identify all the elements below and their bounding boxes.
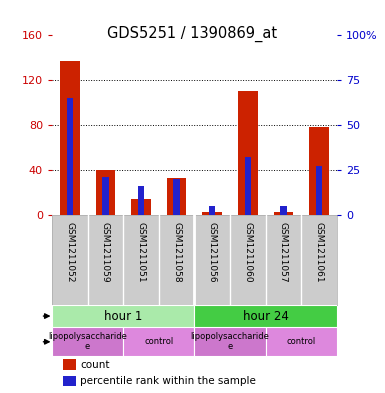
Bar — [167, 178, 186, 215]
Bar — [238, 92, 258, 215]
Text: GDS5251 / 1390869_at: GDS5251 / 1390869_at — [107, 26, 278, 42]
Bar — [316, 167, 322, 215]
Text: GSM1211051: GSM1211051 — [137, 222, 146, 283]
Bar — [95, 170, 115, 215]
Text: GSM1211059: GSM1211059 — [101, 222, 110, 283]
Bar — [67, 98, 73, 215]
Bar — [173, 179, 180, 215]
Bar — [52, 305, 194, 327]
Text: control: control — [287, 337, 316, 346]
Bar — [64, 376, 76, 386]
Bar — [203, 211, 222, 215]
Text: GSM1211060: GSM1211060 — [243, 222, 252, 283]
Text: percentile rank within the sample: percentile rank within the sample — [80, 376, 256, 386]
Bar — [60, 61, 80, 215]
Bar — [194, 305, 337, 327]
Bar — [274, 211, 293, 215]
Text: hour 24: hour 24 — [243, 310, 289, 323]
Bar — [309, 127, 329, 215]
Bar — [123, 327, 194, 356]
Text: lipopolysaccharide
e: lipopolysaccharide e — [191, 332, 270, 351]
Text: GSM1211052: GSM1211052 — [65, 222, 74, 283]
Text: count: count — [80, 360, 110, 370]
Bar — [102, 177, 109, 215]
Bar — [194, 327, 266, 356]
Text: lipopolysaccharide
e: lipopolysaccharide e — [48, 332, 127, 351]
Bar — [64, 360, 76, 370]
Bar — [131, 199, 151, 215]
Text: GSM1211061: GSM1211061 — [315, 222, 323, 283]
Text: control: control — [144, 337, 173, 346]
Bar — [280, 206, 287, 215]
Text: GSM1211057: GSM1211057 — [279, 222, 288, 283]
Text: hour 1: hour 1 — [104, 310, 142, 323]
Bar — [209, 206, 216, 215]
Bar — [138, 186, 144, 215]
Bar — [266, 327, 337, 356]
Bar — [244, 158, 251, 215]
Text: GSM1211056: GSM1211056 — [208, 222, 217, 283]
Text: GSM1211058: GSM1211058 — [172, 222, 181, 283]
Bar — [52, 327, 123, 356]
